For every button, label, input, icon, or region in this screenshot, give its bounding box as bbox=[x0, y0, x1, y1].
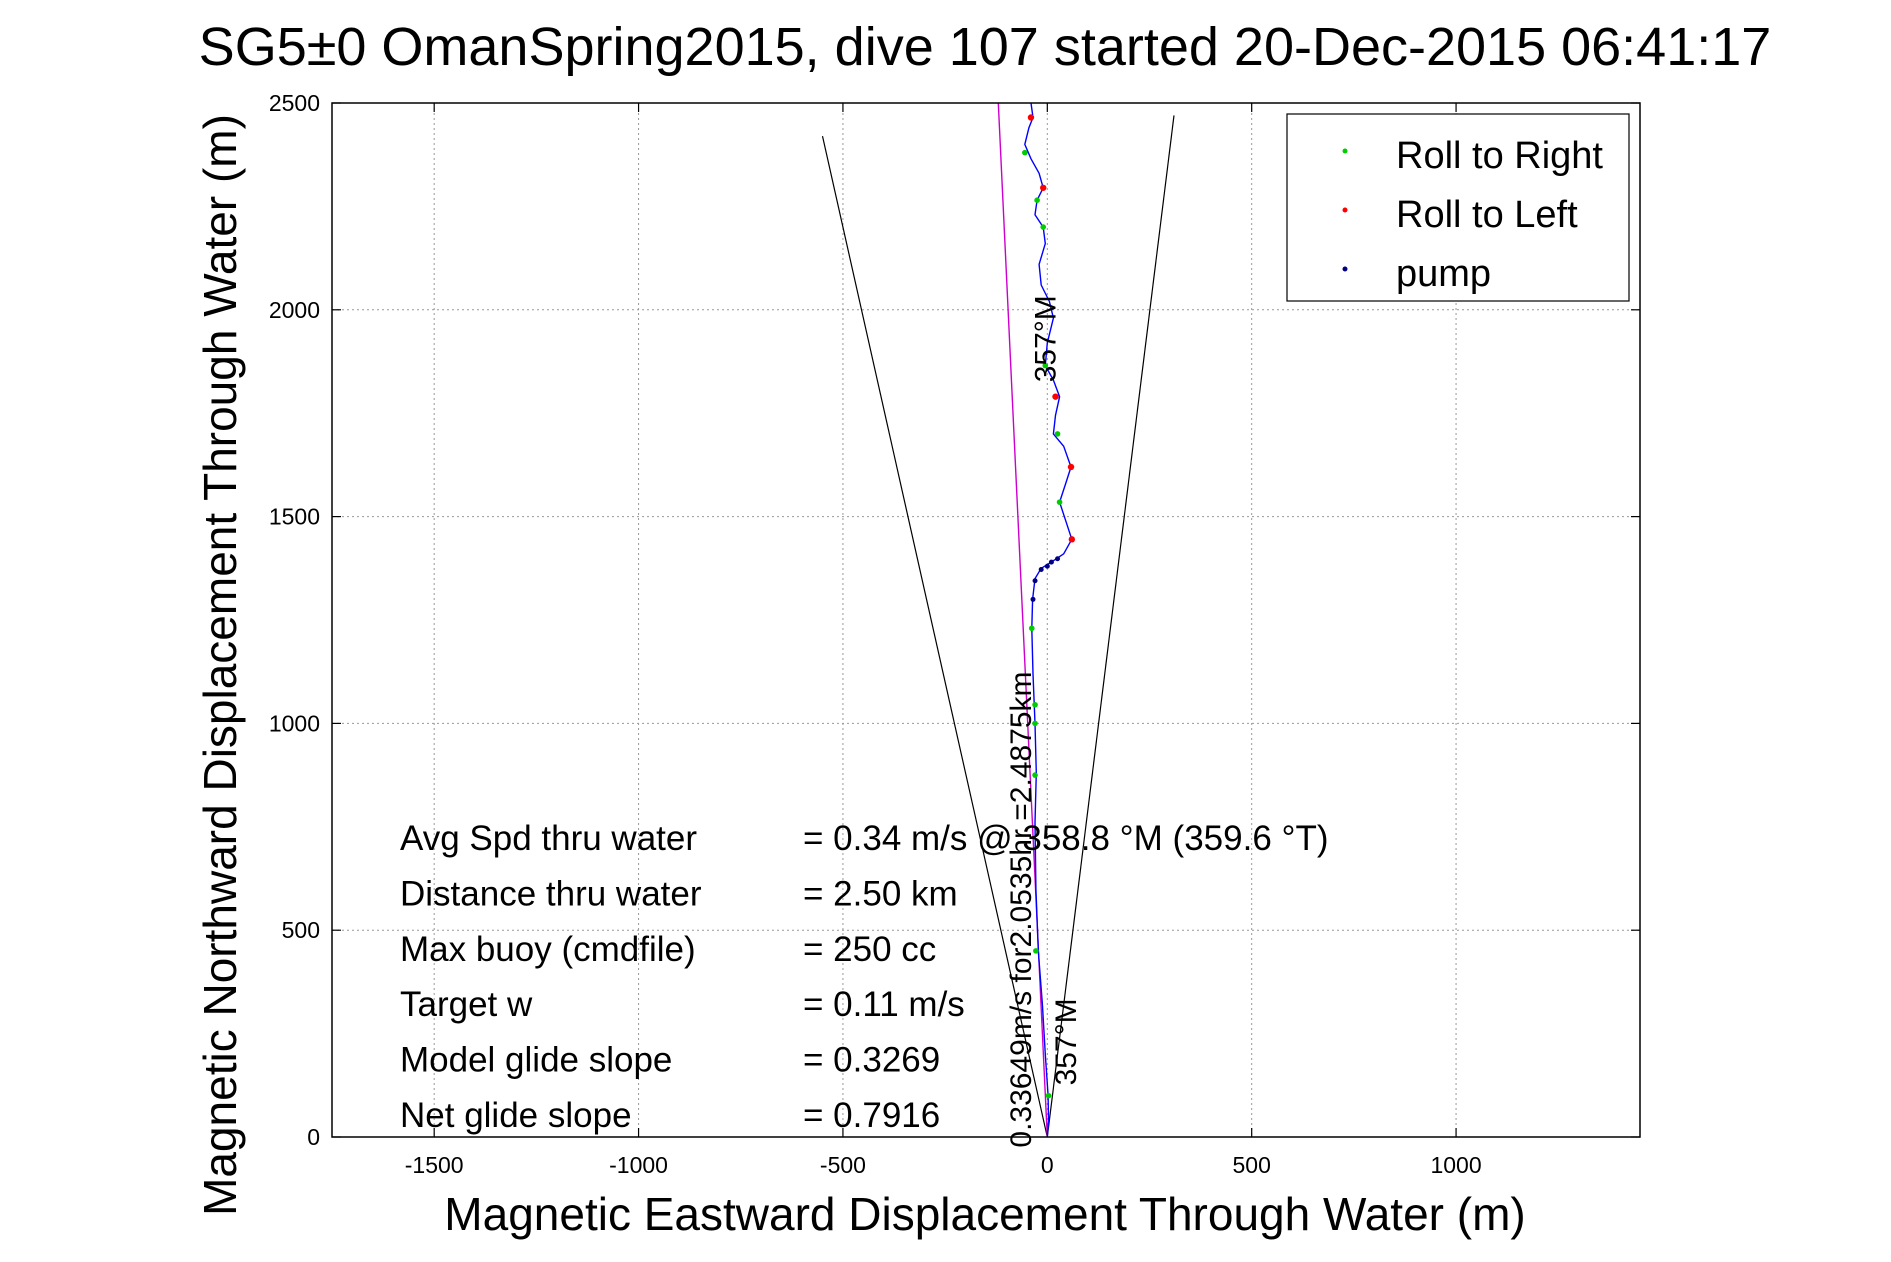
legend-label: pump bbox=[1396, 253, 1491, 295]
rotated-annotation: 357°M bbox=[1029, 295, 1062, 382]
stat-label: Max buoy (cmdfile) bbox=[400, 930, 696, 969]
stat-label: Distance thru water bbox=[400, 874, 702, 913]
dive-statistics: Avg Spd thru water = 0.34 m/s @ 358.8 °M … bbox=[400, 819, 1329, 1135]
x-tick-label: 1000 bbox=[1430, 1152, 1481, 1178]
stat-value: = 0.7916 bbox=[803, 1096, 940, 1135]
stat-value: = 2.50 km bbox=[803, 874, 958, 913]
x-tick-label: -1500 bbox=[405, 1152, 464, 1178]
stat-value: = 0.3269 bbox=[803, 1041, 940, 1080]
chart-title: SG5±0 OmanSpring2015, dive 107 started 2… bbox=[199, 17, 1772, 77]
legend-marker bbox=[1342, 266, 1348, 272]
x-tick-label: 500 bbox=[1233, 1152, 1271, 1178]
y-axis-label: Magnetic Northward Displacement Through … bbox=[194, 114, 246, 1216]
legend-marker bbox=[1342, 207, 1348, 213]
stat-label: Avg Spd thru water bbox=[400, 819, 697, 858]
x-tick-label: -500 bbox=[820, 1152, 866, 1178]
roll-right-point bbox=[1056, 499, 1063, 505]
pump-point bbox=[1038, 567, 1044, 573]
pump-point bbox=[1032, 578, 1038, 584]
roll-right-point bbox=[1045, 1092, 1052, 1099]
roll-right-point bbox=[1042, 362, 1049, 369]
pump-point bbox=[1044, 563, 1050, 569]
x-tick-label: 0 bbox=[1041, 1152, 1054, 1178]
roll-left-point bbox=[1068, 536, 1076, 543]
cone-left-line bbox=[821, 135, 1048, 1138]
roll-left-point bbox=[1052, 393, 1059, 400]
pump-point bbox=[1048, 559, 1054, 565]
roll-left-point bbox=[1040, 184, 1047, 191]
roll-left-point bbox=[1067, 463, 1075, 471]
stat-value: = 0.34 m/s @ 358.8 °M (359.6 °T) bbox=[803, 819, 1329, 858]
stat-value: = 0.11 m/s bbox=[803, 985, 965, 1024]
roll-right-point bbox=[1054, 431, 1061, 437]
roll-right-point bbox=[1032, 720, 1038, 727]
y-tick-label: 2500 bbox=[269, 90, 320, 116]
roll-right-point bbox=[1032, 772, 1038, 778]
pump-point bbox=[1030, 596, 1036, 602]
y-tick-label: 1000 bbox=[269, 710, 320, 736]
legend-label: Roll to Left bbox=[1396, 194, 1578, 236]
y-tick-label: 500 bbox=[282, 917, 320, 943]
y-tick-labels: 0 500 1000 1500 2000 2500 bbox=[269, 90, 320, 1150]
roll-right-point bbox=[1022, 149, 1028, 156]
stat-label: Net glide slope bbox=[400, 1096, 632, 1135]
y-tick-label: 0 bbox=[307, 1124, 320, 1150]
data-series bbox=[821, 102, 1175, 1138]
x-axis-label: Magnetic Eastward Displacement Through W… bbox=[444, 1188, 1525, 1240]
chart-annotations: 357°M 0.33649m/s for2.0535hr =2.4875km 357… bbox=[1005, 295, 1083, 1147]
roll-right-point bbox=[1033, 948, 1039, 954]
legend: Roll to Right Roll to Left pump bbox=[1286, 113, 1630, 302]
y-tick-label: 2000 bbox=[269, 297, 320, 323]
roll-right-point bbox=[1028, 625, 1035, 632]
stat-label: Model glide slope bbox=[400, 1041, 672, 1080]
stat-label: Target w bbox=[400, 985, 533, 1024]
y-tick-label: 1500 bbox=[269, 504, 320, 530]
roll-right-point bbox=[1040, 224, 1047, 230]
roll-left-point bbox=[1027, 114, 1035, 121]
roll-right-point bbox=[1032, 701, 1038, 708]
cone-right-line bbox=[1046, 115, 1175, 1138]
plot-frame bbox=[331, 102, 1641, 1138]
x-tick-label: -1000 bbox=[609, 1152, 668, 1178]
legend-label: Roll to Right bbox=[1396, 135, 1603, 177]
rotated-annotation: 0.33649m/s for2.0535hr =2.4875km bbox=[1005, 671, 1038, 1147]
roll-right-point bbox=[1034, 197, 1040, 203]
stat-value: = 250 cc bbox=[803, 930, 936, 969]
rotated-annotation: 357°M bbox=[1050, 998, 1083, 1085]
x-tick-labels: -1500 -1000 -500 0 500 1000 bbox=[405, 1152, 1482, 1178]
pump-point bbox=[1055, 556, 1061, 562]
legend-marker bbox=[1342, 148, 1348, 154]
